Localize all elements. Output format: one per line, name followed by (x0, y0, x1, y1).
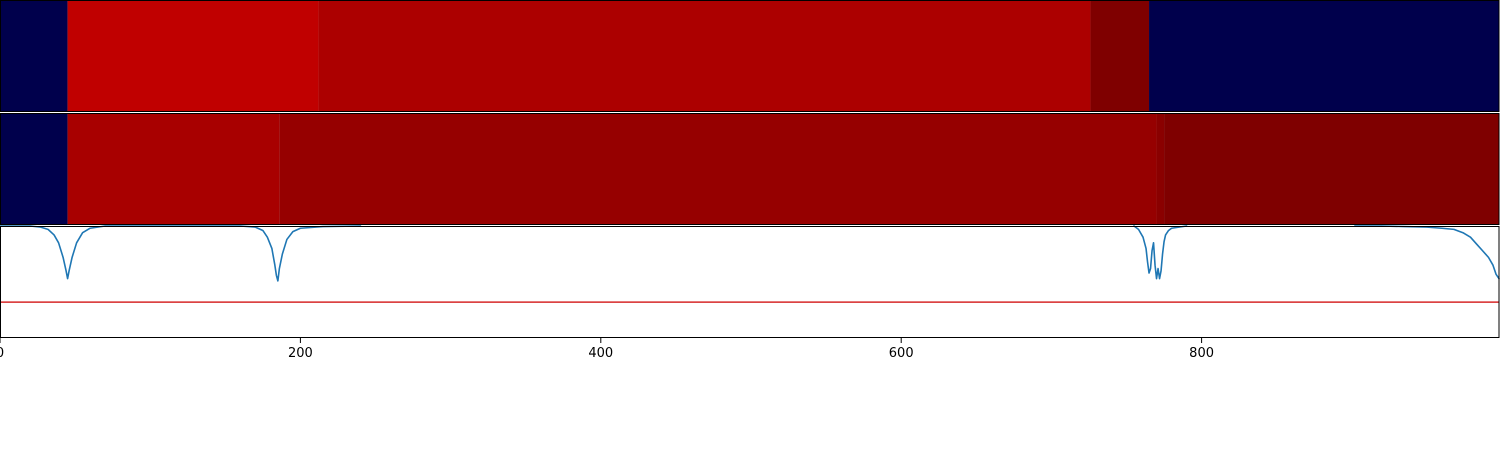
panel-borders (0, 0, 1500, 338)
heatmap-row-1-segment-1 (67, 113, 280, 225)
heatmap-row-0-segment-2 (318, 0, 1091, 112)
heatmap-frame-1 (0, 113, 1500, 225)
x-tick-label-3: 600 (889, 346, 914, 361)
x-tick-label-2: 400 (588, 346, 613, 361)
heatmap-row-0-segment-1 (67, 0, 319, 112)
heatmap-row-1-segment-4 (1164, 113, 1499, 225)
heatmap-row-0-segment-4 (1149, 0, 1499, 112)
heatmap-row-0-segment-0 (0, 0, 68, 112)
heatmap-row-bottom (0, 113, 1499, 225)
signal-line-1 (1133, 225, 1188, 280)
heatmap-row-1-segment-3 (1156, 113, 1165, 225)
x-tick-label-1: 200 (288, 346, 313, 361)
signal-line-2 (1354, 225, 1500, 280)
line-panel (0, 225, 1500, 303)
signal-line-0 (0, 225, 362, 282)
x-axis: 0 200 400 600 800 (0, 338, 1214, 361)
heatmap-row-0-segment-3 (1090, 0, 1150, 112)
heatmap-row-1-segment-0 (0, 113, 68, 225)
x-tick-label-0: 0 (0, 346, 4, 361)
heatmap-row-top (0, 0, 1499, 112)
heatmap-frame-0 (0, 0, 1500, 112)
heatmap-row-1-segment-2 (279, 113, 1157, 225)
line-panel-frame (0, 226, 1500, 338)
x-tick-label-4: 800 (1189, 346, 1214, 361)
